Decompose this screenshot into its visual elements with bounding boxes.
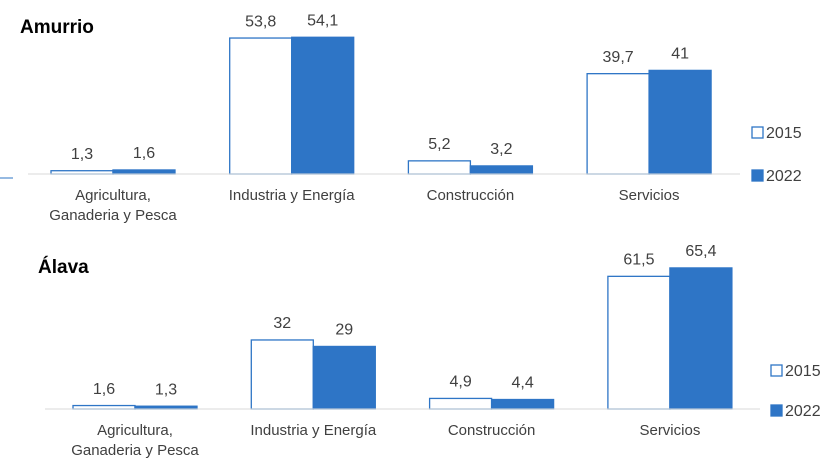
data-label: 4,4 (511, 375, 533, 392)
data-label: 54,1 (307, 12, 338, 29)
bar (648, 69, 712, 175)
data-label: 5,2 (428, 136, 450, 153)
bar (250, 339, 314, 410)
data-label: 1,6 (133, 145, 155, 162)
legend-label: 2022 (785, 403, 821, 420)
bar (229, 37, 293, 175)
data-label: 53,8 (245, 13, 276, 30)
x-tick-label: Servicios (639, 422, 700, 439)
data-label: 32 (273, 315, 291, 332)
data-label: 1,3 (155, 381, 177, 398)
chart-title: Amurrio (20, 17, 94, 38)
data-label: 3,2 (490, 141, 512, 158)
x-tick-label: Construcción (448, 422, 536, 439)
data-label: 65,4 (685, 243, 716, 260)
data-label: 61,5 (623, 252, 654, 269)
bar (72, 404, 136, 410)
bar (291, 36, 355, 175)
bar (112, 169, 176, 175)
legend-swatch (751, 126, 764, 139)
bar (607, 275, 671, 410)
legend-label: 2022 (766, 168, 802, 185)
data-label: 29 (335, 322, 353, 339)
x-tick-label: Industria y Energía (229, 187, 356, 204)
data-label: 1,3 (71, 146, 93, 163)
legend-swatch (751, 169, 764, 182)
bar (669, 267, 733, 410)
legend-label: 2015 (785, 363, 821, 380)
x-tick-label: Agricultura, Ganaderia y Pesca (49, 187, 177, 224)
bar (469, 165, 534, 175)
bar (407, 160, 472, 175)
data-label: 4,9 (449, 374, 471, 391)
bar (428, 397, 493, 410)
data-label: 39,7 (603, 49, 634, 66)
legend-swatch (770, 364, 783, 377)
data-label: 41 (671, 46, 689, 63)
legend-label: 2015 (766, 125, 802, 142)
data-label: 1,6 (93, 381, 115, 398)
x-tick-label: Construcción (427, 187, 515, 204)
chart-title: Álava (38, 256, 89, 278)
bar (490, 398, 555, 410)
legend-swatch (770, 404, 783, 417)
x-tick-label: Servicios (619, 187, 680, 204)
x-tick-label: Industria y Energía (250, 422, 377, 439)
x-tick-label: Agricultura, Ganaderia y Pesca (71, 422, 199, 459)
bar (586, 73, 650, 175)
bar (312, 345, 376, 410)
